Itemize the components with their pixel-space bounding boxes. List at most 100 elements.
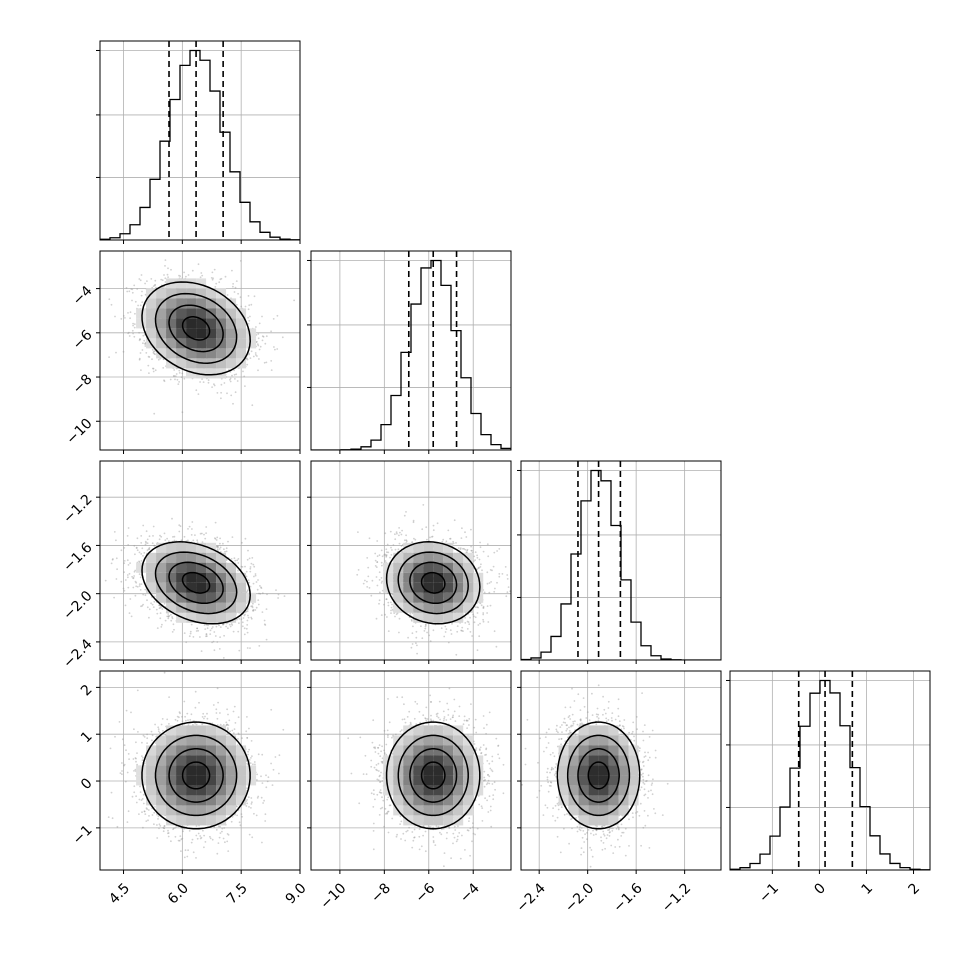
sample-point: [145, 530, 148, 533]
density-cell: [236, 348, 247, 359]
sample-point: [127, 586, 130, 589]
sample-point: [153, 350, 156, 353]
sample-point: [168, 540, 170, 543]
sample-point: [133, 326, 136, 329]
sample-point: [275, 589, 277, 591]
sample-point: [159, 606, 162, 609]
sample-point: [225, 550, 228, 553]
density-cell: [146, 328, 157, 339]
sample-point: [253, 295, 256, 298]
sample-point: [270, 360, 273, 362]
density-cell: [196, 318, 207, 329]
sample-point: [148, 548, 151, 551]
density-cell: [226, 328, 237, 339]
sample-point: [177, 383, 180, 385]
sample-point: [234, 559, 237, 562]
sample-point: [131, 291, 134, 294]
sample-point: [148, 616, 150, 619]
sample-point: [153, 600, 156, 603]
sample-point: [219, 278, 222, 281]
sample-point: [237, 292, 240, 295]
sample-point: [164, 619, 167, 622]
sample-point: [244, 385, 246, 387]
sample-point: [138, 560, 140, 563]
sample-point: [163, 274, 165, 276]
sample-point: [205, 623, 208, 626]
sample-point: [144, 342, 146, 345]
sample-point: [246, 608, 249, 611]
density-cell: [196, 338, 207, 349]
sample-point: [265, 608, 268, 610]
sample-point: [188, 635, 191, 638]
sample-point: [202, 381, 205, 383]
density-cell: [206, 348, 217, 359]
sample-point: [241, 625, 244, 628]
sample-point: [265, 361, 268, 364]
density-2-0: [104, 517, 286, 660]
density-cell: [226, 338, 237, 349]
sample-point: [257, 344, 260, 347]
sample-point: [259, 585, 261, 587]
sample-point: [158, 607, 161, 610]
sample-point: [153, 544, 156, 547]
sample-point: [243, 375, 246, 378]
density-cell: [166, 288, 177, 299]
sample-point: [113, 596, 115, 599]
sample-point: [144, 540, 147, 543]
sample-point: [153, 412, 156, 415]
density-cell: [186, 358, 197, 369]
sample-point: [132, 577, 135, 579]
sample-point: [134, 594, 137, 597]
sample-point: [229, 377, 232, 380]
density-cell: [186, 328, 197, 339]
sample-point: [152, 285, 155, 287]
sample-point: [132, 322, 135, 325]
sample-point: [205, 526, 208, 528]
sample-point: [135, 581, 138, 584]
sample-point: [199, 381, 202, 383]
sample-point: [154, 283, 157, 286]
density-cell: [206, 338, 217, 349]
sample-point: [108, 298, 111, 301]
sample-point: [136, 537, 139, 540]
sample-point: [215, 539, 218, 541]
sample-point: [260, 586, 262, 589]
sample-point: [261, 592, 264, 595]
contour-line: [181, 316, 211, 341]
sample-point: [129, 562, 132, 564]
sample-point: [152, 350, 155, 353]
sample-point: [218, 648, 221, 650]
sample-point: [231, 536, 234, 538]
sample-point: [141, 349, 144, 351]
sample-point: [235, 280, 238, 282]
sample-point: [191, 528, 193, 530]
sample-point: [251, 557, 254, 559]
sample-point: [258, 358, 260, 360]
sample-point: [144, 343, 147, 345]
sample-point: [262, 335, 265, 338]
sample-point: [258, 645, 261, 647]
sample-point: [163, 379, 165, 382]
sample-point: [236, 618, 238, 621]
sample-point: [178, 381, 181, 383]
sample-point: [183, 377, 186, 380]
sample-point: [237, 569, 239, 572]
sample-point: [161, 623, 163, 626]
sample-point: [151, 348, 154, 351]
sample-point: [252, 609, 254, 612]
sample-point: [261, 335, 264, 338]
sample-point: [123, 562, 126, 565]
sample-point: [126, 574, 129, 576]
sample-point: [232, 630, 235, 633]
density-cell: [156, 318, 167, 329]
sample-point: [277, 593, 280, 596]
sample-point: [141, 290, 143, 293]
panel-frame: [310, 250, 512, 451]
density-cell: [156, 592, 167, 603]
sample-point: [146, 280, 148, 282]
sample-point: [133, 575, 136, 577]
sample-point: [258, 348, 261, 351]
sample-point: [212, 640, 215, 643]
sample-point: [127, 331, 130, 334]
sample-point: [248, 304, 251, 307]
